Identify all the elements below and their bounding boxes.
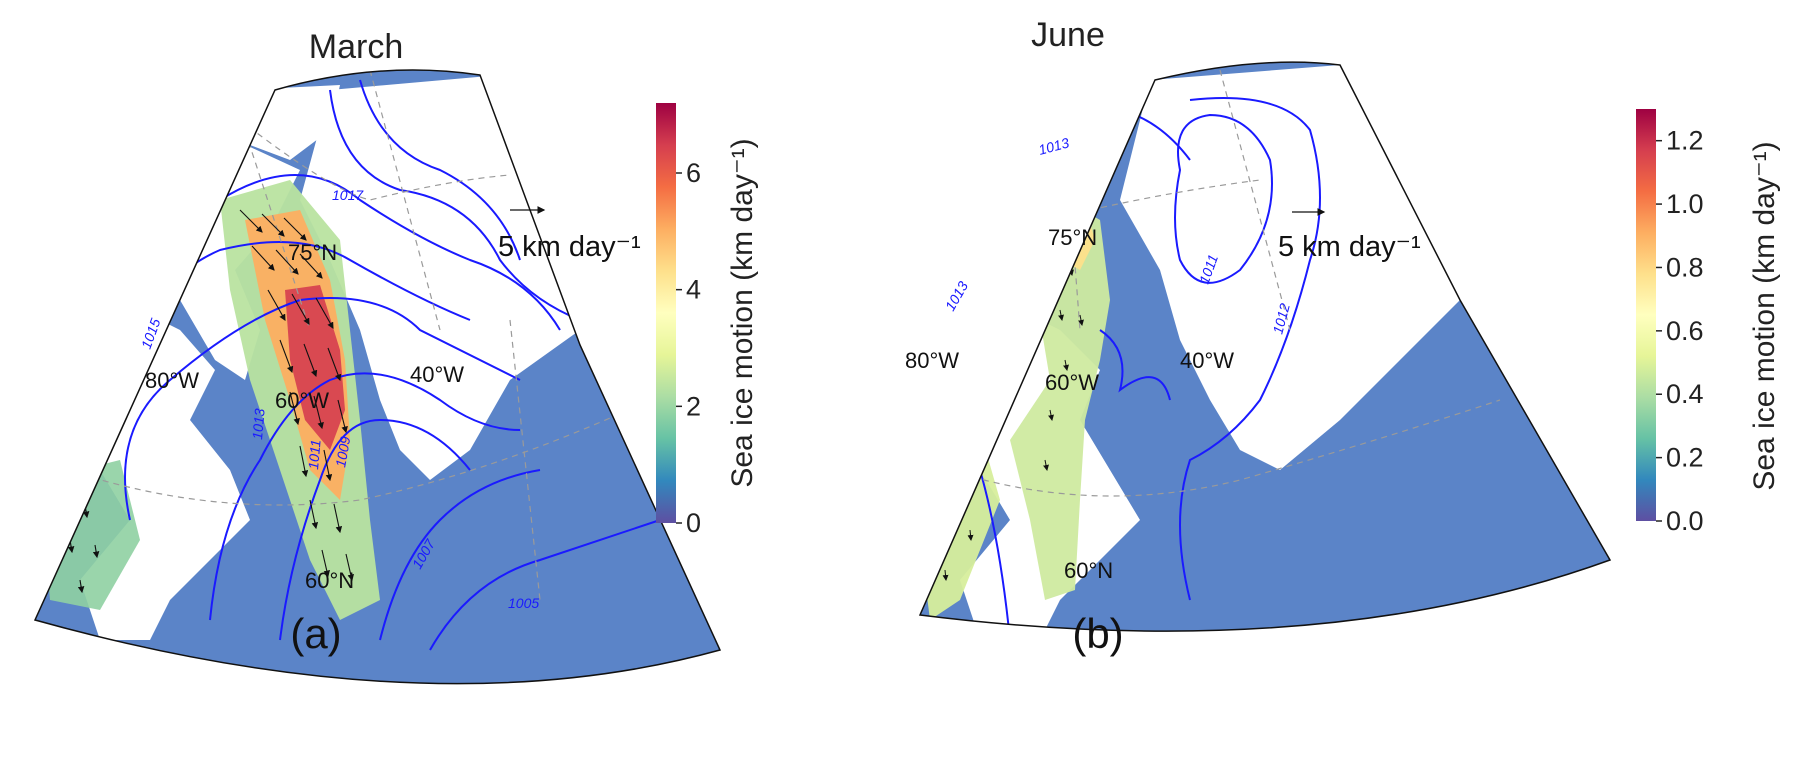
panel-label-a: (a) <box>290 610 341 657</box>
land-greenland <box>1120 65 1460 470</box>
colorbar-tick-label: 0.8 <box>1666 252 1704 282</box>
colorbar-tick-label: 1.2 <box>1666 126 1704 156</box>
colorbar-tick-label: 0.0 <box>1666 506 1704 536</box>
panel-b: June <box>905 16 1781 657</box>
lon-label-40w-b: 40°W <box>1180 348 1234 373</box>
colorbar-tick-label: 0.4 <box>1666 379 1704 409</box>
colorbar-b <box>1636 109 1656 521</box>
lon-label-40w-a: 40°W <box>410 362 464 387</box>
colorbar-tick-label: 1.0 <box>1666 189 1704 219</box>
colorbar-tick-label: 4 <box>686 275 701 305</box>
colorbar-label-a: Sea ice motion (km day⁻¹) <box>726 138 759 487</box>
isobar-label: 1013 <box>1037 134 1071 158</box>
isobars-a <box>124 79 661 651</box>
graticule-a <box>39 70 651 601</box>
isobar-label: 1009 <box>332 435 353 469</box>
map-frame-a <box>33 69 722 685</box>
map-frame-b <box>918 61 1612 632</box>
lon-label-60w-a: 60°W <box>275 388 329 413</box>
colorbar-a <box>656 103 676 523</box>
reference-arrow-label-a: 5 km day⁻¹ <box>498 231 641 263</box>
lat-label-75n-a: 75°N <box>288 240 337 265</box>
land-greenland <box>300 75 580 480</box>
colorbar-tick-label: 6 <box>686 158 701 188</box>
colorbar-tick-label: 0.2 <box>1666 443 1704 473</box>
lat-label-60n-a: 60°N <box>305 568 354 593</box>
ice-field-outer <box>965 185 1110 600</box>
panel-b-title: June <box>1031 16 1105 54</box>
colorbar-label-b: Sea ice motion (km day⁻¹) <box>1748 141 1781 490</box>
reference-arrow-label-b: 5 km day⁻¹ <box>1278 231 1421 263</box>
isobar-label: 1005 <box>508 595 539 611</box>
panel-label-b: (b) <box>1072 610 1123 657</box>
colorbar-tick-label: 0 <box>686 508 701 538</box>
colorbar-tick-label: 0.6 <box>1666 316 1704 346</box>
isobar-label: 1013 <box>942 278 972 313</box>
lon-label-80w-a: 80°W <box>145 368 199 393</box>
colorbar-tick-label: 2 <box>686 391 701 421</box>
isobar-label: 1017 <box>332 187 364 203</box>
ice-drift-arrows-a <box>57 209 354 594</box>
isobar-label: 1011 <box>305 439 324 470</box>
lon-label-80w-b: 80°W <box>905 348 959 373</box>
panel-a: March <box>33 28 759 685</box>
isobar-label: 1012 <box>1269 301 1293 335</box>
lat-label-60n-b: 60°N <box>1064 558 1113 583</box>
lat-label-75n-b: 75°N <box>1048 225 1097 250</box>
panel-b-map <box>920 62 1610 632</box>
panel-a-title: March <box>309 28 403 66</box>
colorbar-ticks-a: 0 2 4 6 <box>676 158 701 538</box>
colorbar-ticks-b: 0.0 0.2 0.4 0.6 0.8 1.0 1.2 <box>1656 126 1704 536</box>
lon-label-60w-b: 60°W <box>1045 370 1099 395</box>
panel-a-map <box>35 70 720 684</box>
isobar-label: 1013 <box>249 408 268 441</box>
